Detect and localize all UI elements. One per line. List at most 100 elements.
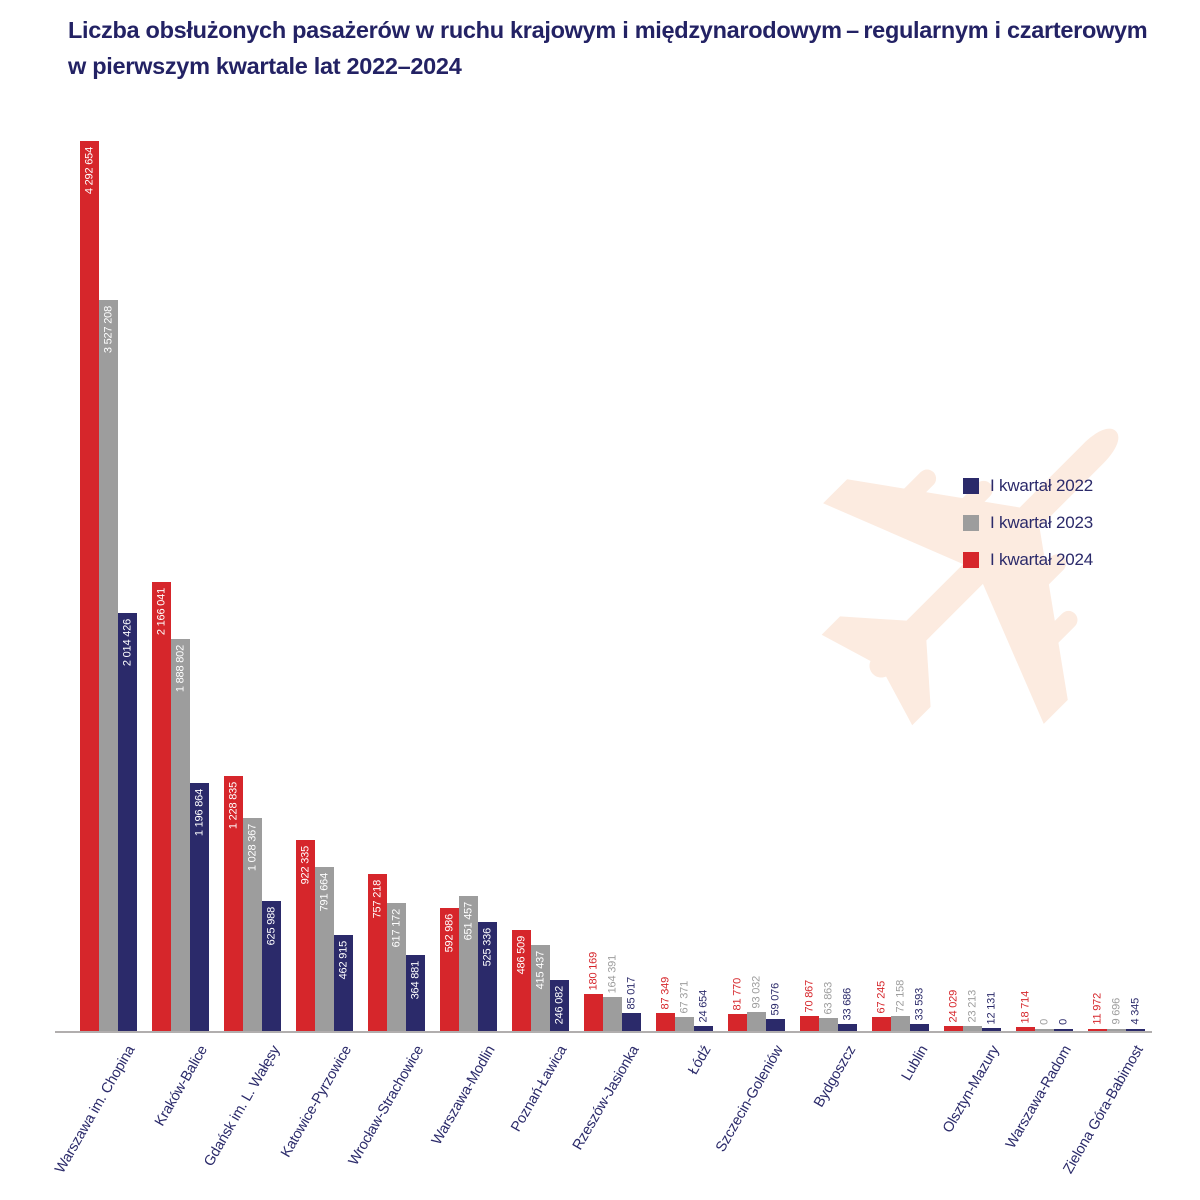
bar-value-label: 2 166 041 (155, 588, 167, 636)
bar: 1 028 367 (243, 818, 262, 1031)
bar-value-label: 72 158 (894, 979, 906, 1012)
bar-value-label: 164 391 (606, 954, 618, 993)
bar-value-label: 525 336 (481, 928, 493, 967)
x-axis-label-text: Gdańsk im. L. Wałęsy (200, 1043, 283, 1170)
bar-value-label: 12 131 (985, 991, 997, 1024)
bar-group: 592 986 651 457 525 336 (440, 896, 497, 1031)
bar: 81 770 (728, 978, 747, 1031)
bar: 24 029 (944, 990, 963, 1031)
bar: 24 654 (694, 990, 713, 1031)
bar: 2 166 041 (152, 582, 171, 1031)
x-axis-label-text: Warszawa im. Chopina (52, 1043, 139, 1177)
bar-value-label: 87 349 (659, 976, 671, 1009)
bar: 67 371 (675, 981, 694, 1031)
bar: 525 336 (478, 922, 497, 1031)
bar-value-label: 18 714 (1019, 990, 1031, 1023)
x-axis-line (55, 1031, 1152, 1033)
bar-value-label: 364 881 (409, 961, 421, 1000)
bar-value-label: 4 292 654 (83, 147, 95, 195)
bar-value-label: 9 696 (1110, 998, 1122, 1025)
bar: 93 032 (747, 976, 766, 1031)
bar-value-label: 757 218 (371, 880, 383, 919)
bar-value-label: 85 017 (625, 976, 637, 1009)
bar: 11 972 (1088, 993, 1107, 1031)
bar-value-label: 93 032 (750, 975, 762, 1008)
x-axis-label-text: Warszawa-Radom (1003, 1043, 1075, 1152)
legend-label: I kwartał 2023 (990, 513, 1094, 532)
bar-group: 1 228 835 1 028 367 625 988 (224, 776, 281, 1031)
bar-value-label: 592 986 (443, 914, 455, 953)
bar: 922 335 (296, 840, 315, 1031)
chart-title-line1: Liczba obsłużonych pasażerów w ruchu kra… (68, 17, 1148, 43)
bar: 4 345 (1126, 998, 1145, 1031)
bar: 9 696 (1107, 998, 1126, 1031)
airplane-shape (821, 428, 1119, 726)
bar-value-label: 0 (1057, 1019, 1069, 1025)
bar-value-label: 1 888 802 (174, 645, 186, 693)
bar: 12 131 (982, 992, 1001, 1031)
legend-item: I kwartał 2022 (963, 476, 1093, 496)
x-axis-label-text: Rzeszów-Jasionka (570, 1043, 643, 1153)
x-axis-label-text: Lublin (898, 1043, 931, 1084)
bar: 625 988 (262, 901, 281, 1031)
bar-value-label: 3 527 208 (102, 306, 114, 354)
bar: 18 714 (1016, 991, 1035, 1031)
x-axis-label-text: Katowice-Pyrzowice (277, 1043, 355, 1161)
chart-title: Liczba obsłużonych pasażerów w ruchu kra… (68, 12, 1168, 84)
bar-value-label: 922 335 (299, 846, 311, 885)
bar: 33 686 (838, 988, 857, 1031)
bar-value-label: 246 082 (553, 986, 565, 1025)
x-axis-label-text: Bydgoszcz (810, 1043, 859, 1111)
bar-value-label: 0 (1038, 1019, 1050, 1025)
bar-value-label: 67 245 (875, 980, 887, 1013)
bar-value-label: 791 664 (318, 873, 330, 912)
bar: 462 915 (334, 935, 353, 1031)
bar: 791 664 (315, 867, 334, 1031)
bar: 70 867 (800, 980, 819, 1031)
bar-value-label: 486 509 (515, 936, 527, 975)
x-axis-label-text: Olsztyn-Mazury (940, 1043, 1003, 1136)
bar-value-label: 4 345 (1129, 998, 1141, 1025)
bar-value-label: 625 988 (265, 907, 277, 946)
legend-label: I kwartał 2022 (990, 476, 1094, 495)
bar-group: 757 218 617 172 364 881 (368, 874, 425, 1031)
bar-group: 18 714 0 0 (1016, 991, 1073, 1031)
legend-swatch (963, 478, 979, 494)
bar: 180 169 (584, 952, 603, 1031)
bar: 651 457 (459, 896, 478, 1031)
bar-group: 486 509 415 437 246 082 (512, 930, 569, 1031)
bar-value-label: 1 028 367 (246, 824, 258, 872)
bar: 87 349 (656, 977, 675, 1031)
bar-value-label: 33 593 (913, 987, 925, 1020)
bar: 617 172 (387, 903, 406, 1031)
bar: 2 014 426 (118, 613, 137, 1031)
bar-group: 87 349 67 371 24 654 (656, 977, 713, 1031)
bar-value-label: 67 371 (678, 980, 690, 1013)
legend-label: I kwartał 2024 (990, 550, 1094, 569)
bar-group: 180 169 164 391 85 017 (584, 952, 641, 1031)
bar: 0 (1035, 1019, 1054, 1031)
bar: 33 593 (910, 988, 929, 1031)
bar-value-label: 651 457 (462, 902, 474, 941)
bar-value-label: 2 014 426 (121, 619, 133, 667)
bar-value-label: 617 172 (390, 909, 402, 948)
bar: 59 076 (766, 983, 785, 1031)
x-axis-label-text: Łódź (685, 1043, 715, 1078)
bar: 63 863 (819, 982, 838, 1031)
x-axis-label-text: Warszawa-Modlin (429, 1043, 499, 1148)
bar: 486 509 (512, 930, 531, 1031)
bar-value-label: 1 196 864 (193, 789, 205, 837)
legend-swatch (963, 552, 979, 568)
legend-item: I kwartał 2024 (963, 550, 1093, 570)
bar: 415 437 (531, 945, 550, 1031)
bar-value-label: 1 228 835 (227, 782, 239, 830)
bar: 1 228 835 (224, 776, 243, 1031)
bar-value-label: 24 029 (947, 989, 959, 1022)
bar-value-label: 81 770 (731, 977, 743, 1010)
bar: 246 082 (550, 980, 569, 1031)
bar: 364 881 (406, 955, 425, 1031)
x-axis-label-text: Poznań-Ławica (508, 1043, 571, 1135)
bar-group: 24 029 23 213 12 131 (944, 990, 1001, 1031)
bar: 164 391 (603, 955, 622, 1031)
legend-swatch (963, 515, 979, 531)
